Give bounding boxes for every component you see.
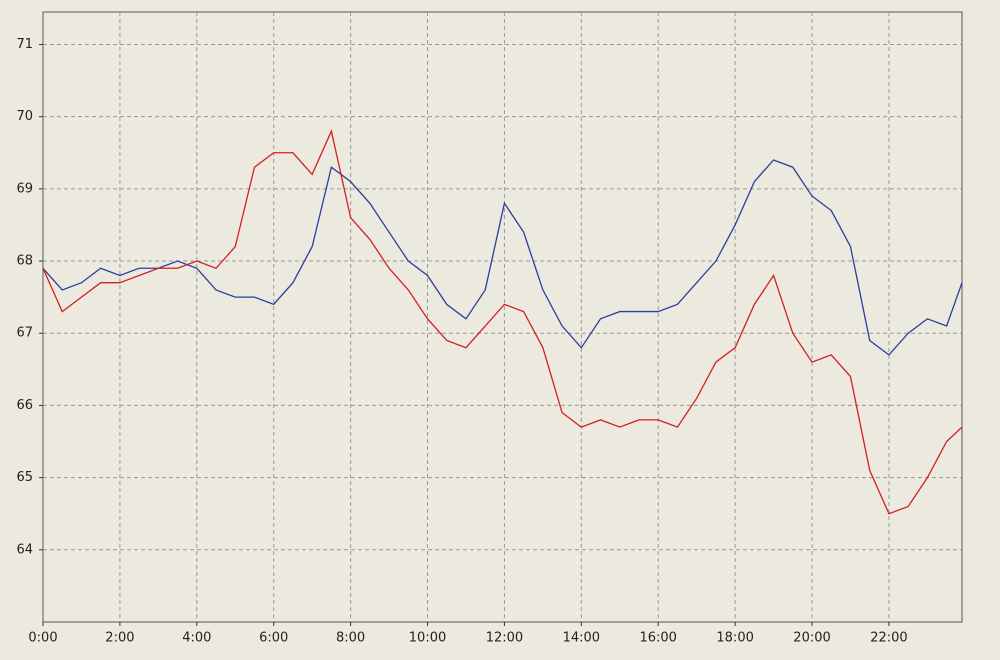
y-tick-label: 69 — [16, 181, 33, 196]
y-tick-label: 65 — [16, 470, 33, 485]
y-tick-label: 70 — [16, 109, 33, 124]
y-tick-label: 68 — [16, 254, 33, 269]
y-tick-label: 71 — [16, 37, 33, 52]
x-tick-label: 12:00 — [486, 631, 523, 646]
x-tick-label: 22:00 — [870, 631, 907, 646]
x-tick-label: 20:00 — [793, 631, 830, 646]
y-tick-label: 67 — [16, 326, 33, 341]
x-tick-label: 6:00 — [259, 631, 288, 646]
plot-area — [42, 11, 963, 623]
series-line — [42, 129, 963, 515]
x-tick-label: 10:00 — [409, 631, 446, 646]
series-line — [42, 159, 963, 356]
x-tick-label: 8:00 — [336, 631, 365, 646]
x-tick-label: 14:00 — [563, 631, 600, 646]
x-tick-label: 2:00 — [105, 631, 134, 646]
x-tick-label: 0:00 — [28, 631, 57, 646]
x-tick-label: 4:00 — [182, 631, 211, 646]
y-tick-label: 66 — [16, 398, 33, 413]
x-tick-label: 16:00 — [639, 631, 676, 646]
x-tick-label: 18:00 — [716, 631, 753, 646]
y-tick-label: 64 — [16, 542, 33, 557]
